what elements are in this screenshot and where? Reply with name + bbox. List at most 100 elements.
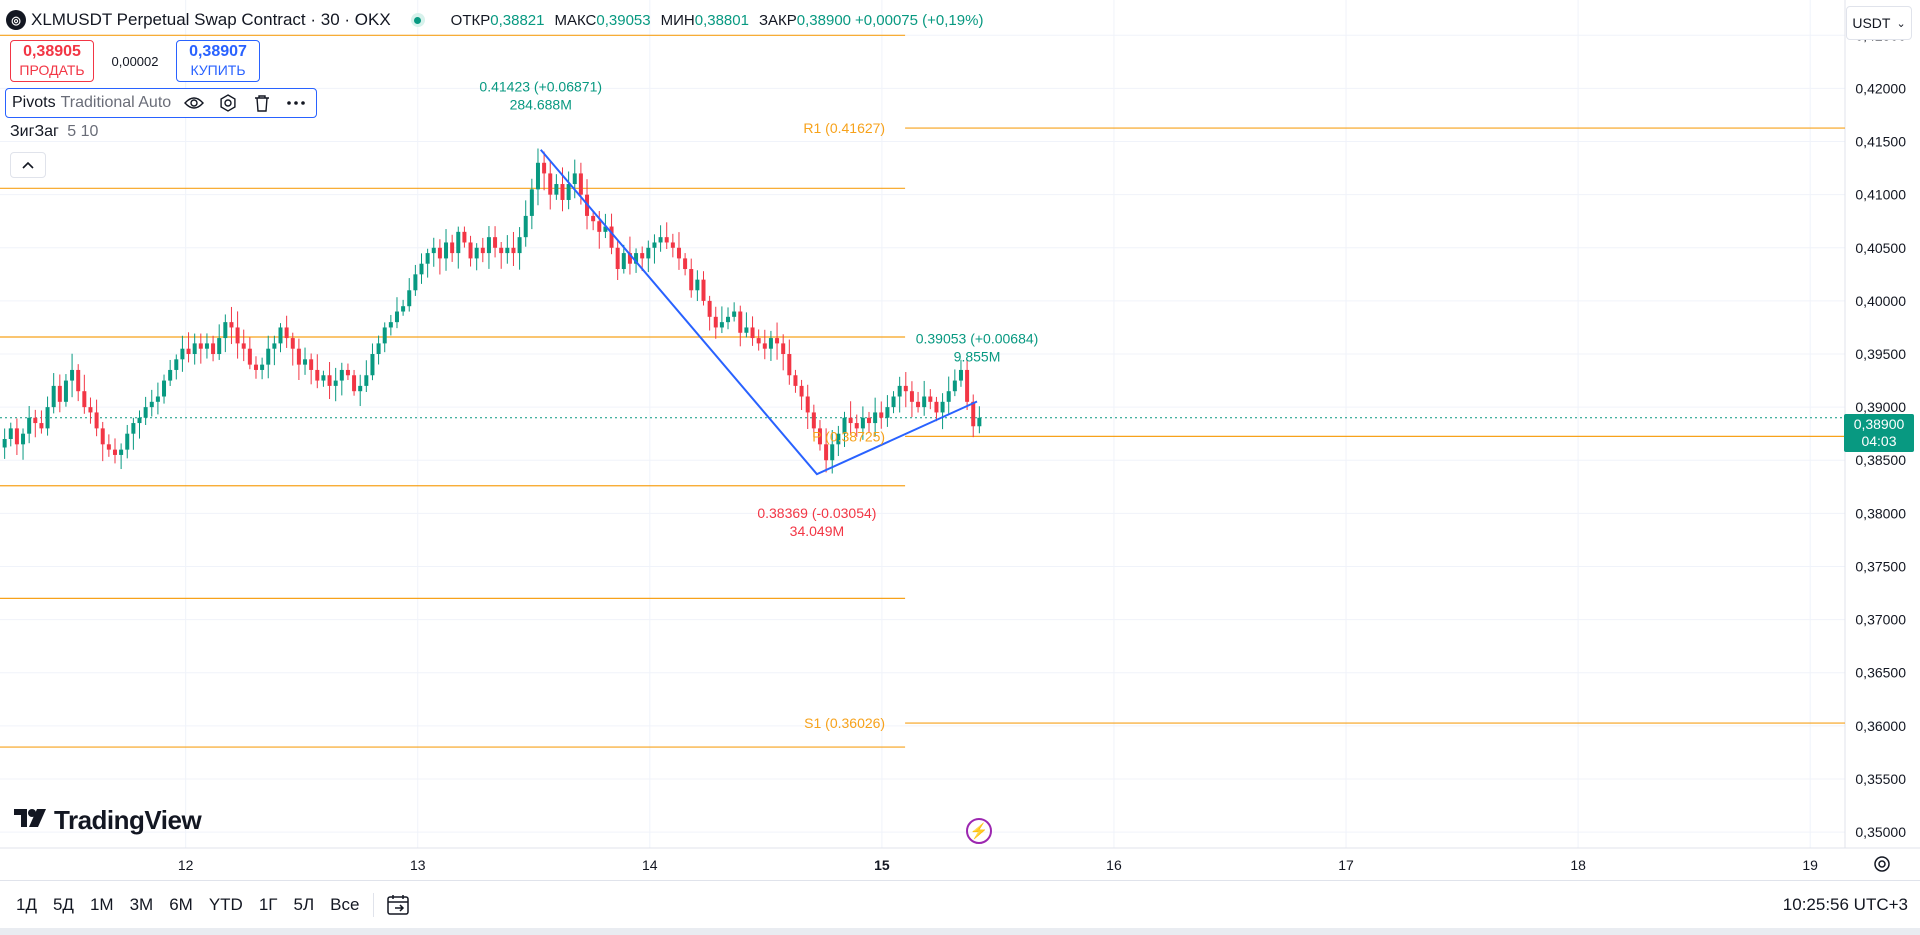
candle-body [707,300,712,317]
sell-button[interactable]: 0,38905 ПРОДАТЬ [10,40,94,82]
range-button[interactable]: 1Д [16,894,37,914]
currency-selector[interactable]: USDT ⌄ [1846,6,1912,40]
candle-body [971,401,976,427]
candle-body [634,253,639,264]
candle-body [272,343,277,349]
y-tick-label: 0,36000 [1855,718,1906,734]
range-button[interactable]: Все [330,894,360,914]
candle-body [474,247,479,259]
ohlc-value: +0,00075 (+0,19%) [855,11,984,29]
candle-body [744,327,749,333]
candle-body [756,338,761,344]
ohlc-label: ЗАКР [758,11,797,29]
range-button[interactable]: 3М [129,894,154,914]
ohlc-value: 0,38801 [694,11,749,29]
y-tick-label: 0,38500 [1855,452,1906,468]
candle-body [364,375,369,386]
candle-body [27,417,32,434]
calendar-icon[interactable] [384,891,412,919]
candle-body [719,322,724,328]
candle-body [2,439,7,448]
candle-body [284,327,289,339]
candle-body [603,226,608,232]
x-tick-label: 17 [1338,857,1354,873]
candle-body [578,173,583,195]
candle-body [162,380,167,397]
candle-body [830,444,835,461]
settings-gear-icon[interactable] [217,92,239,114]
candle-body [137,417,142,424]
candle-body [909,391,914,402]
candle-body [664,237,669,243]
candle-body [180,348,185,360]
candle-body [652,242,657,248]
range-button[interactable]: YTD [208,894,243,914]
market-status-icon[interactable] [410,13,425,27]
tradingview-logo[interactable]: TradingView [14,805,202,836]
candle-body [211,343,216,355]
range-button[interactable]: 1Г [258,894,278,914]
ohlc-value: 0,38900 [796,11,852,29]
candle-body [33,417,38,424]
trash-icon[interactable] [251,92,273,114]
range-button[interactable]: 5Л [293,894,315,914]
range-button[interactable]: 6М [169,894,193,914]
eye-icon[interactable] [183,92,205,114]
candle-body [88,407,93,413]
pivots-indicator-legend[interactable]: Pivots Traditional Auto [5,88,317,118]
candle-body [762,343,767,349]
ohlc-value: 0,39053 [596,11,651,29]
bar-countdown: 04:03 [1861,433,1897,449]
axis-settings-icon[interactable] [1870,852,1894,876]
candle-body [486,237,491,254]
candle-body [977,417,982,427]
candle-body [76,369,81,392]
candle-body [106,444,111,450]
candle-body [793,375,798,386]
buy-button[interactable]: 0,38907 КУПИТЬ [176,40,260,82]
candle-body [817,428,822,445]
candle-body [903,385,908,392]
candle-body [57,385,62,402]
candle-body [345,369,350,376]
y-tick-label: 0,35500 [1855,771,1906,787]
candle-body [21,433,26,445]
sell-price: 0,38905 [23,43,81,60]
x-tick-label: 12 [178,857,194,873]
candle-body [278,327,283,344]
candle-body [805,396,810,413]
candle-body [39,423,44,429]
candle-body [450,242,455,254]
clock-time[interactable]: 10:25:56 UTC+3 [1782,894,1908,914]
candle-body [388,322,393,328]
range-button[interactable]: 1М [89,894,114,914]
candle-body [419,263,424,275]
candle-body [266,348,271,365]
candle-body [750,327,755,339]
candle-body [836,433,841,445]
candle-body [701,279,706,301]
candle-body [940,401,945,413]
candle-body [462,231,467,243]
bottom-toolbar: 1Д 5Д 1М 3М 6М YTD 1Г 5Л Все 10:25:56 UTC+3 [0,880,1920,928]
candle-body [413,274,418,291]
footer-strip [0,928,1920,935]
more-icon[interactable] [285,92,307,114]
chevron-up-icon [22,161,34,169]
candle-body [517,237,522,254]
candle-body [897,385,902,397]
symbol-title[interactable]: XLMUSDT Perpetual Swap Contract · 30 · O… [31,10,391,29]
pivots-name: Pivots [12,94,56,111]
x-tick-label: 18 [1570,857,1586,873]
range-button[interactable]: 5Д [52,894,74,914]
candle-body [425,253,430,264]
lightning-icon[interactable]: ⚡ [966,818,992,844]
candle-body [112,449,117,455]
candle-body [695,279,700,291]
y-tick-label: 0,41000 [1855,187,1906,203]
y-tick-label: 0,36500 [1855,665,1906,681]
zigzag-indicator-legend[interactable]: ЗигЗаг 5 10 [10,123,98,141]
collapse-legend-button[interactable] [10,152,46,178]
ohlc-values: ОТКР 0,38821 МАКС 0,39053 МИН 0,38801 ЗАКР 0,38… [441,12,984,29]
